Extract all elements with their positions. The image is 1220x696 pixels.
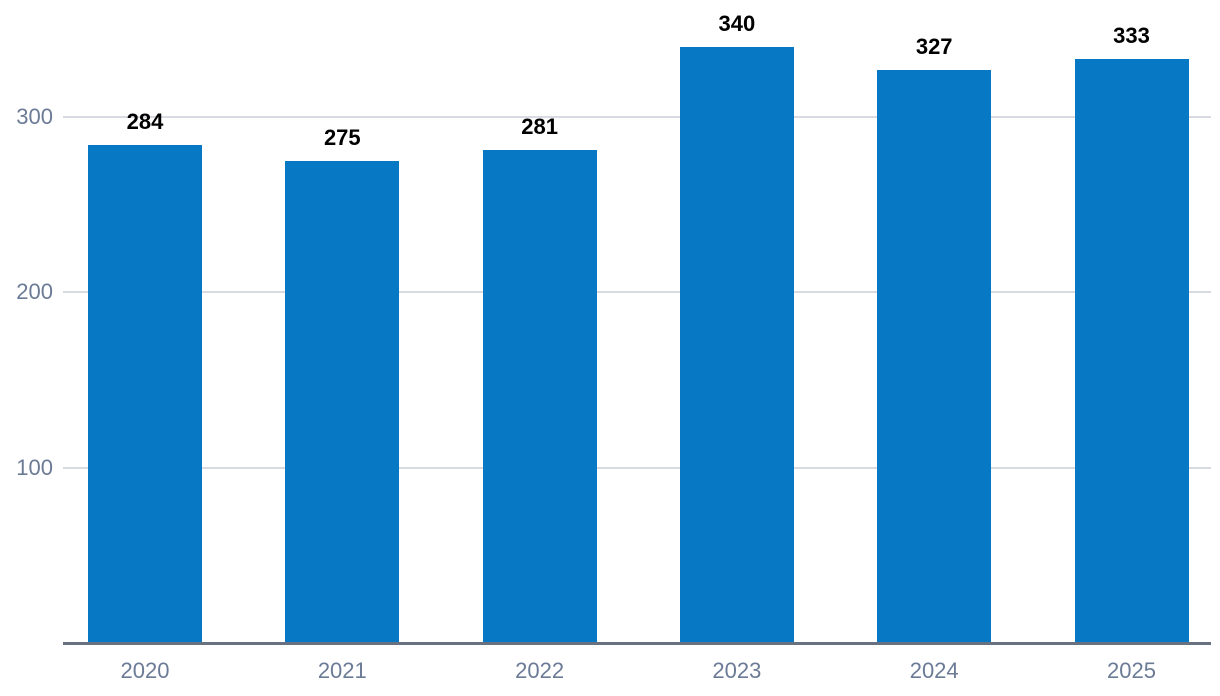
bar-2020[interactable] bbox=[88, 145, 202, 645]
bar-value-label-2024: 327 bbox=[915, 33, 953, 59]
bar-2023[interactable] bbox=[679, 46, 794, 645]
y-axis-tick-label: 200 bbox=[16, 279, 53, 305]
gridline-200 bbox=[63, 291, 1211, 294]
x-axis-line bbox=[63, 642, 1211, 645]
gridline-300 bbox=[63, 116, 1211, 118]
gridline-100 bbox=[63, 466, 1211, 469]
x-axis-tick-label-2021: 2021 bbox=[317, 658, 367, 683]
bar-value-label-2022: 281 bbox=[521, 114, 558, 140]
bar-value-label-2021: 275 bbox=[323, 124, 361, 150]
y-axis-tick-label: 300 bbox=[16, 103, 53, 129]
x-axis-tick-label-2025: 2025 bbox=[1107, 658, 1156, 683]
bar-2024[interactable] bbox=[877, 69, 992, 645]
x-axis-tick-label-2022: 2022 bbox=[515, 658, 565, 683]
x-axis-tick-label-2023: 2023 bbox=[712, 658, 762, 683]
y-axis-tick-label: 100 bbox=[16, 454, 53, 480]
bar-2025[interactable] bbox=[1074, 59, 1189, 645]
bar-value-label-2020: 284 bbox=[126, 109, 164, 135]
bar-value-label-2025: 333 bbox=[1113, 23, 1150, 49]
bar-2022[interactable] bbox=[482, 150, 597, 645]
x-axis-tick-label-2024: 2024 bbox=[909, 658, 959, 683]
bar-2021[interactable] bbox=[285, 160, 400, 645]
x-axis-tick-label-2020: 2020 bbox=[120, 658, 170, 683]
bar-value-label-2023: 340 bbox=[718, 10, 756, 36]
